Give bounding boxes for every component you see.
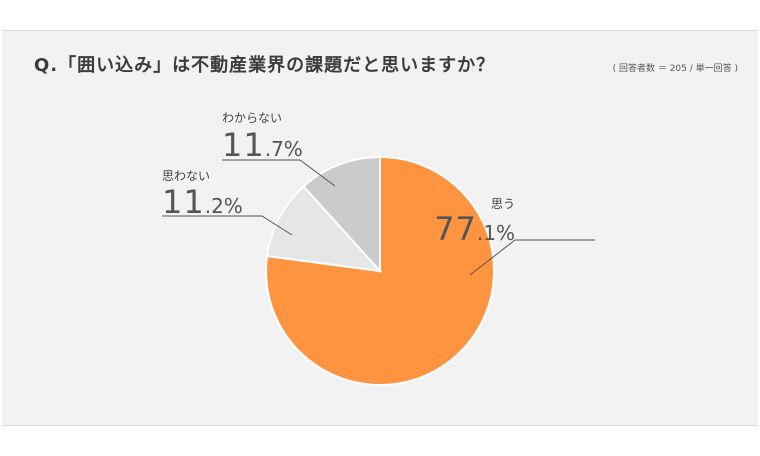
leader-line-2 (222, 159, 336, 187)
slice-label-1: 思わない (162, 169, 210, 183)
leader-line-0 (469, 239, 595, 276)
respondent-note: ( 回答者数 ＝ 205 / 単一回答 ) (612, 64, 738, 74)
pie-slice-2 (302, 155, 381, 274)
slice-value-2: 11.7% (222, 126, 303, 164)
slice-value-1: 11.2% (162, 183, 243, 221)
pie-slice-0 (265, 155, 495, 386)
slice-label-2: わからない (222, 111, 282, 125)
chart-title: Q.「囲い込み」は不動産業界の課題だと思いますか？ (34, 55, 496, 76)
pie-slice-1 (265, 185, 383, 273)
slice-label-0: 思う (491, 197, 515, 211)
slice-value-0: 77.1% (434, 210, 515, 248)
leader-line-1 (162, 215, 293, 236)
